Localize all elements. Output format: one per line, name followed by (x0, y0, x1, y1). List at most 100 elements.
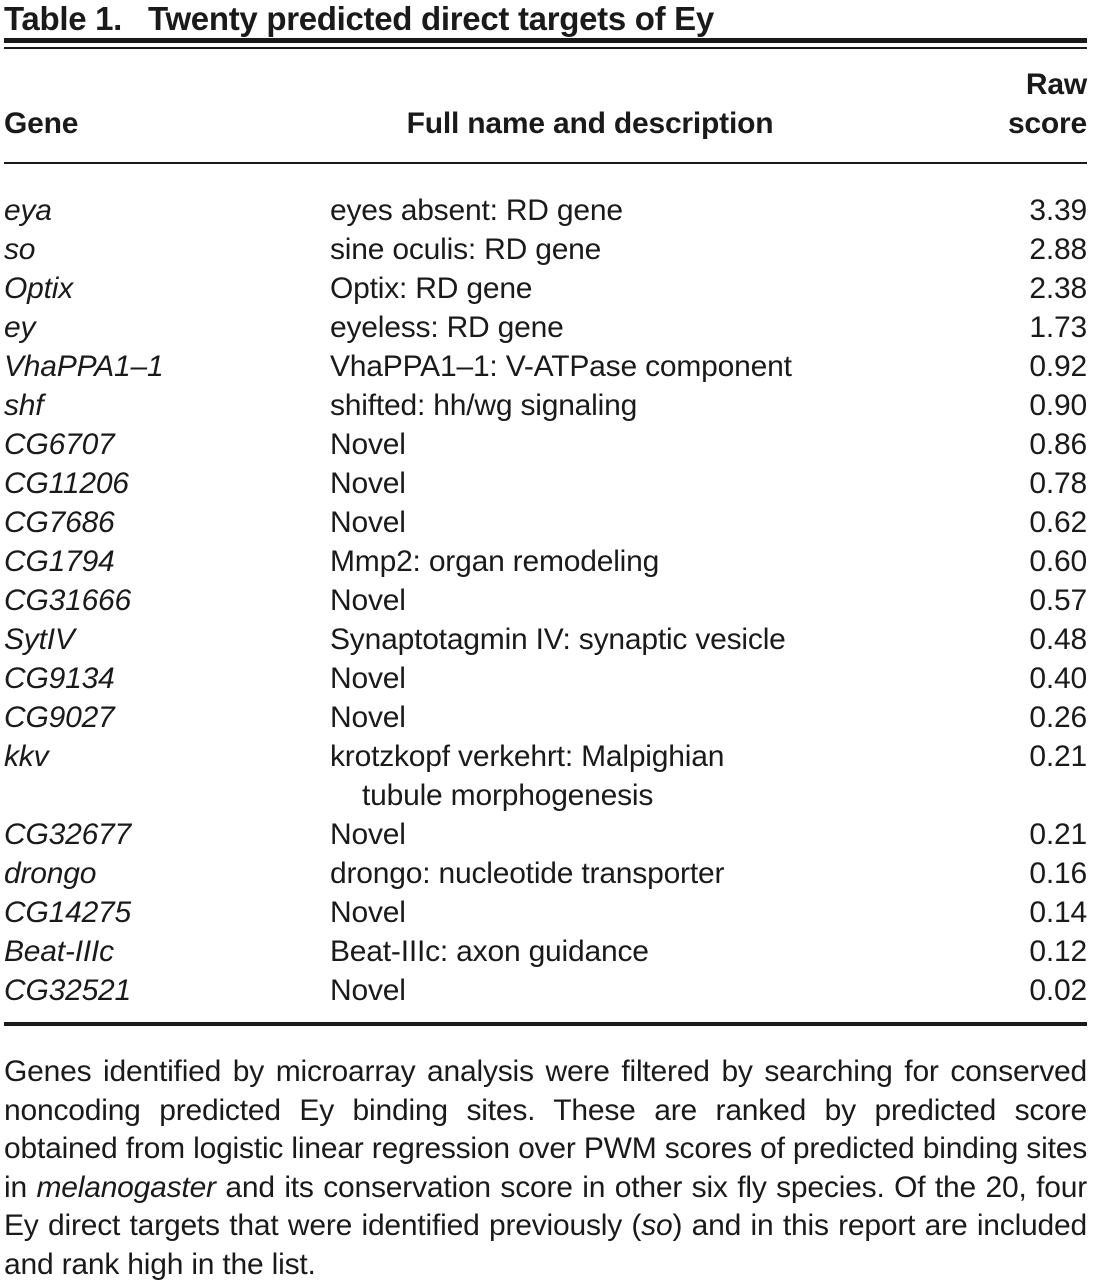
description-line: Novel (330, 506, 406, 539)
raw-score-cell: 2.88 (1029, 233, 1087, 266)
raw-score-cell: 0.12 (1029, 935, 1087, 968)
table-row: ey eyeless: RD gene 1.73 (4, 308, 1087, 347)
footnote-italic-text: melanogaster (36, 1170, 216, 1204)
gene-cell: CG32677 (4, 818, 132, 851)
description-cell: Synaptotagmin IV: synaptic vesicle (330, 620, 850, 659)
raw-score-cell: 0.14 (1029, 896, 1087, 929)
table-row: CG11206 Novel 0.78 (4, 464, 1087, 503)
gene-cell: drongo (4, 857, 97, 890)
gene-cell: Beat-IIIc (4, 935, 114, 968)
raw-score-cell: 0.92 (1029, 350, 1087, 383)
gene-cell: VhaPPA1–1 (4, 350, 164, 383)
description-line: Mmp2: organ remodeling (330, 545, 660, 578)
description-cell: Optix: RD gene (330, 269, 850, 308)
table-row: CG32521 Novel 0.02 (4, 971, 1087, 1010)
description-cell: Beat-IIIc: axon guidance (330, 932, 850, 971)
raw-score-cell: 0.16 (1029, 857, 1087, 890)
table-row: CG9134 Novel 0.40 (4, 659, 1087, 698)
footnote-text: ) and in this report are included and ra… (4, 1209, 1087, 1281)
description-cell: Mmp2: organ remodeling (330, 542, 850, 581)
table-row: CG6707 Novel 0.86 (4, 425, 1087, 464)
table-row: SytIV Synaptotagmin IV: synaptic vesicle 0… (4, 620, 1087, 659)
raw-score-cell: 0.02 (1029, 974, 1087, 1007)
description-line: Beat-IIIc: axon guidance (330, 935, 649, 968)
table-row: Beat-IIIc Beat-IIIc: axon guidance 0.12 (4, 932, 1087, 971)
description-line: Novel (330, 818, 406, 851)
title-rule-thick (4, 38, 1087, 43)
description-line: Novel (330, 662, 406, 695)
gene-cell: so (4, 233, 36, 266)
table-row: CG7686 Novel 0.62 (4, 503, 1087, 542)
table-row: so sine oculis: RD gene 2.88 (4, 230, 1087, 269)
description-line: Synaptotagmin IV: synaptic vesicle (330, 623, 786, 656)
gene-cell: ey (4, 311, 36, 344)
description-cell: Novel (330, 425, 850, 464)
description-cell: Novel (330, 971, 850, 1010)
column-header-description: Full name and description (406, 107, 774, 140)
gene-cell: CG6707 (4, 428, 115, 461)
column-header-raw-score: Raw score (850, 65, 1087, 143)
table-row: CG1794 Mmp2: organ remodeling 0.60 (4, 542, 1087, 581)
table-row: CG31666 Novel 0.57 (4, 581, 1087, 620)
header-rule (4, 162, 1087, 164)
description-line: eyeless: RD gene (330, 311, 564, 344)
description-continuation-line: tubule morphogenesis (362, 779, 654, 812)
description-line: krotzkopf verkehrt: Malpighian (330, 740, 725, 773)
description-line: Novel (330, 701, 406, 734)
raw-score-cell: 0.26 (1029, 701, 1087, 734)
table-row: kkv krotzkopf verkehrt: Malpighian tubule … (4, 737, 1087, 815)
description-line: sine oculis: RD gene (330, 233, 602, 266)
footnote-text: Genes identified by microarray analysis … (4, 1055, 1087, 1204)
column-header-gene: Gene (4, 107, 79, 140)
table-row: drongo drongo: nucleotide transporter 0.16 (4, 854, 1087, 893)
description-cell: krotzkopf verkehrt: Malpighian tubule mor… (330, 737, 850, 815)
table-body: eya eyes absent: RD gene 3.39 so sine oculis… (4, 164, 1087, 1022)
table-row: eya eyes absent: RD gene 3.39 (4, 191, 1087, 230)
description-line: Novel (330, 896, 406, 929)
description-cell: Novel (330, 815, 850, 854)
raw-score-cell: 0.90 (1029, 389, 1087, 422)
gene-cell: CG11206 (4, 467, 129, 500)
raw-score-cell: 1.73 (1029, 311, 1087, 344)
table-row: VhaPPA1–1 VhaPPA1–1: V-ATPase component 0.… (4, 347, 1087, 386)
raw-score-cell: 0.48 (1029, 623, 1087, 656)
gene-cell: CG1794 (4, 545, 115, 578)
gene-cell: kkv (4, 740, 49, 773)
gene-cell: Optix (4, 272, 74, 305)
gene-cell: eya (4, 194, 52, 227)
raw-score-cell: 0.21 (1029, 818, 1087, 851)
description-line: Novel (330, 974, 406, 1007)
column-header-raw-line1: Raw (1025, 68, 1087, 101)
raw-score-cell: 0.62 (1029, 506, 1087, 539)
description-cell: Novel (330, 581, 850, 620)
raw-score-cell: 3.39 (1029, 194, 1087, 227)
footnote-italic-text: so (641, 1209, 673, 1242)
description-line: shifted: hh/wg signaling (330, 389, 638, 422)
table-title: Table 1. Twenty predicted direct targets … (4, 2, 1087, 36)
description-cell: eyeless: RD gene (330, 308, 850, 347)
description-line: Novel (330, 584, 406, 617)
title-rule-thin (4, 47, 1087, 49)
table-row: CG32677 Novel 0.21 (4, 815, 1087, 854)
column-header-raw-line2: score (1007, 107, 1087, 140)
gene-cell: CG7686 (4, 506, 115, 539)
description-cell: eyes absent: RD gene (330, 191, 850, 230)
description-cell: Novel (330, 503, 850, 542)
raw-score-cell: 0.60 (1029, 545, 1087, 578)
description-cell: Novel (330, 893, 850, 932)
table-footnote: Genes identified by microarray analysis … (4, 1053, 1087, 1284)
table-row: CG14275 Novel 0.14 (4, 893, 1087, 932)
table-row: shf shifted: hh/wg signaling 0.90 (4, 386, 1087, 425)
table-bottom-rule (4, 1022, 1087, 1026)
description-line: eyes absent: RD gene (330, 194, 623, 227)
gene-cell: CG32521 (4, 974, 132, 1007)
description-line: Optix: RD gene (330, 272, 533, 305)
raw-score-cell: 2.38 (1029, 272, 1087, 305)
description-line: Novel (330, 428, 406, 461)
gene-cell: CG9027 (4, 701, 115, 734)
description-cell: drongo: nucleotide transporter (330, 854, 850, 893)
description-line: drongo: nucleotide transporter (330, 857, 725, 890)
raw-score-cell: 0.78 (1029, 467, 1087, 500)
gene-cell: shf (4, 389, 44, 422)
